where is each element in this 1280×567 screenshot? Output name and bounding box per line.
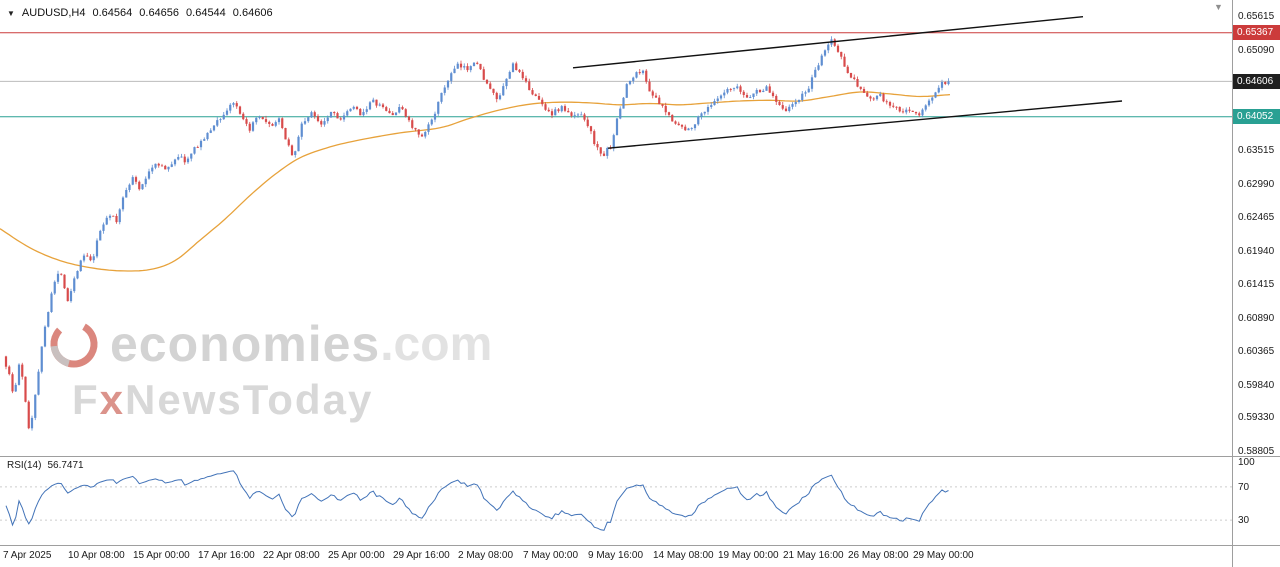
time-axis-label: 7 May 00:00: [523, 550, 579, 561]
time-axis-label: 22 Apr 08:00: [263, 550, 320, 561]
time-axis[interactable]: 7 Apr 2025 10 Apr 08:00 15 Apr 00:00 17 Apr…: [0, 546, 1232, 567]
time-axis-label: 7 Apr 2025: [3, 550, 52, 561]
watermark-tld: .com: [380, 317, 493, 371]
time-axis-label: 29 Apr 16:00: [393, 550, 450, 561]
current-price-price-badge: 0.64606: [1233, 73, 1280, 89]
rsi-axis-label: 30: [1238, 515, 1250, 527]
price-axis-label: 0.60890: [1238, 312, 1275, 324]
price-axis-label: 0.60365: [1238, 346, 1275, 358]
ohlc-close: 0.64606: [232, 7, 273, 19]
time-axis-label: 21 May 16:00: [783, 550, 844, 561]
rsi-name: RSI(14): [7, 460, 42, 471]
time-axis-label: 25 Apr 00:00: [328, 550, 385, 561]
time-axis-label: 15 Apr 00:00: [133, 550, 190, 561]
autoscroll-marker-icon: ▼: [1214, 2, 1223, 12]
price-axis-label: 0.62990: [1238, 178, 1275, 190]
time-axis-label: 2 May 08:00: [458, 550, 514, 561]
price-axis-label: 0.59330: [1238, 412, 1275, 424]
rsi-indicator-label: RSI(14) 56.7471: [7, 460, 84, 471]
watermark-fx-f: F: [72, 376, 100, 423]
support-price-badge: 0.64052: [1233, 109, 1280, 125]
time-axis-label: 14 May 08:00: [653, 550, 714, 561]
price-axis[interactable]: 0.65615 0.65090 0.63515 0.62990 0.62465 0.619…: [1233, 0, 1280, 567]
watermark-line2: FxNewsToday: [72, 376, 492, 424]
watermark: economies .com FxNewsToday: [46, 314, 492, 424]
rsi-axis-label: 100: [1238, 457, 1255, 468]
price-axis-label: 0.58805: [1238, 445, 1275, 457]
watermark-brand: economies: [110, 316, 381, 372]
rsi-value: 56.7471: [47, 460, 84, 471]
time-axis-label: 19 May 00:00: [718, 550, 779, 561]
watermark-fx-rest: NewsToday: [125, 376, 374, 423]
time-axis-label: 10 Apr 08:00: [68, 550, 125, 561]
time-axis-label: 17 Apr 16:00: [198, 550, 255, 561]
symbol-info: ▼ AUDUSD,H4 0.64564 0.64656 0.64544 0.64…: [7, 7, 273, 19]
time-axis-label: 29 May 00:00: [913, 550, 974, 561]
price-axis-label: 0.59840: [1238, 379, 1275, 391]
ohlc-open: 0.64564: [92, 7, 133, 19]
price-axis-label: 0.61415: [1238, 279, 1275, 291]
symbol-period-label: AUDUSD,H4: [21, 7, 86, 19]
price-axis-label: 0.65090: [1238, 44, 1275, 56]
price-axis-label: 0.63515: [1238, 145, 1275, 157]
symbol-dropdown-icon[interactable]: ▼: [7, 8, 15, 18]
economies-logo-icon: [50, 320, 98, 368]
price-axis-label: 0.62465: [1238, 212, 1275, 224]
ohlc-high: 0.64656: [139, 7, 180, 19]
rsi-axis-label: 70: [1238, 481, 1250, 493]
price-axis-label: 0.65615: [1238, 10, 1275, 22]
watermark-fx-x: x: [99, 376, 126, 423]
time-axis-label: 26 May 08:00: [848, 550, 909, 561]
price-axis-label: 0.61940: [1238, 245, 1275, 257]
ohlc-low: 0.64544: [186, 7, 226, 19]
resistance-price-badge: 0.65367: [1233, 25, 1280, 41]
time-axis-label: 9 May 16:00: [588, 550, 644, 561]
